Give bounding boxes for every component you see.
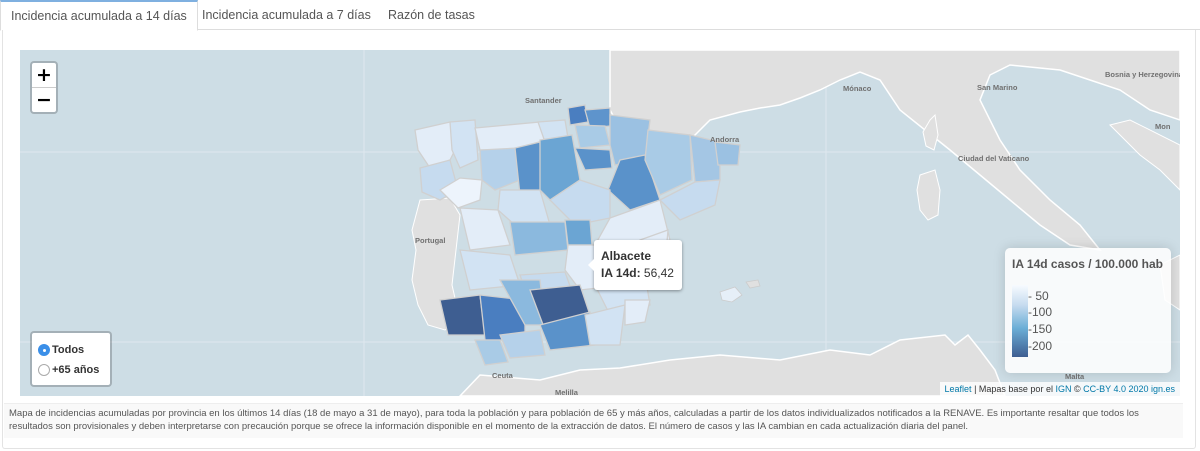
radio-label-todos: Todos [52, 344, 85, 356]
color-legend: IA 14d casos / 100.000 hab - 50 -100 -15… [1005, 248, 1171, 373]
radio-checked-icon[interactable] [38, 344, 50, 356]
legend-title: IA 14d casos / 100.000 hab [1012, 257, 1163, 271]
province-tooltip: Albacete IA 14d: 56,42 [588, 240, 682, 290]
tab-ia-14-dias[interactable]: Incidencia acumulada a 14 días [0, 0, 198, 31]
license-link[interactable]: CC-BY 4.0 2020 ign.es [1083, 384, 1175, 394]
tab-bar: Incidencia acumulada a 14 días Incidenci… [0, 0, 1200, 31]
legend-tick-200: -200 [1028, 339, 1053, 353]
label-montenegro: Mon [1155, 122, 1171, 131]
radio-unchecked-icon[interactable] [38, 364, 50, 376]
tooltip-metric-label: IA 14d: [601, 266, 641, 280]
zoom-out-button[interactable]: − [36, 89, 52, 111]
label-san-marino: San Marino [977, 83, 1018, 92]
tab-ia-7-dias[interactable]: Incidencia acumulada a 7 días [202, 8, 371, 22]
zoom-in-button[interactable]: + [32, 63, 56, 88]
population-selector: Todos +65 años [30, 331, 112, 387]
legend-tick-50: - 50 [1028, 289, 1049, 303]
legend-gradient [1012, 285, 1028, 357]
label-malta: Malta [1065, 372, 1085, 381]
legend-tick-150: -150 [1028, 322, 1053, 336]
choropleth-map[interactable]: Mónaco San Marino Bosnia y Herzegovina M… [20, 50, 1180, 396]
tab-panel [2, 30, 1196, 449]
map-caption: Mapa de incidencias acumuladas por provi… [4, 403, 1183, 438]
ign-link[interactable]: IGN [1055, 384, 1072, 394]
tooltip-value: 56,42 [643, 266, 674, 280]
label-monaco: Mónaco [843, 84, 872, 93]
label-bosnia: Bosnia y Herzegovina [1105, 70, 1180, 79]
label-santander: Santander [525, 96, 562, 105]
label-portugal: Portugal [415, 236, 446, 245]
radio-option-todos[interactable]: Todos [38, 340, 104, 360]
label-andorra: Andorra [710, 135, 740, 144]
label-ceuta: Ceuta [492, 371, 513, 380]
radio-label-65: +65 años [52, 364, 100, 376]
leaflet-link[interactable]: Leaflet [944, 384, 972, 394]
zoom-control: + − [30, 61, 58, 114]
map-attribution: Leaflet | Mapas base por el IGN © CC-BY … [939, 382, 1180, 396]
label-vaticano: Ciudad del Vaticano [958, 154, 1030, 163]
radio-option-65[interactable]: +65 años [38, 360, 104, 380]
legend-tick-100: -100 [1028, 305, 1053, 319]
label-melilla: Melilla [555, 388, 578, 396]
tab-razon-tasas[interactable]: Razón de tasas [388, 8, 475, 22]
tooltip-province: Albacete [601, 249, 652, 263]
